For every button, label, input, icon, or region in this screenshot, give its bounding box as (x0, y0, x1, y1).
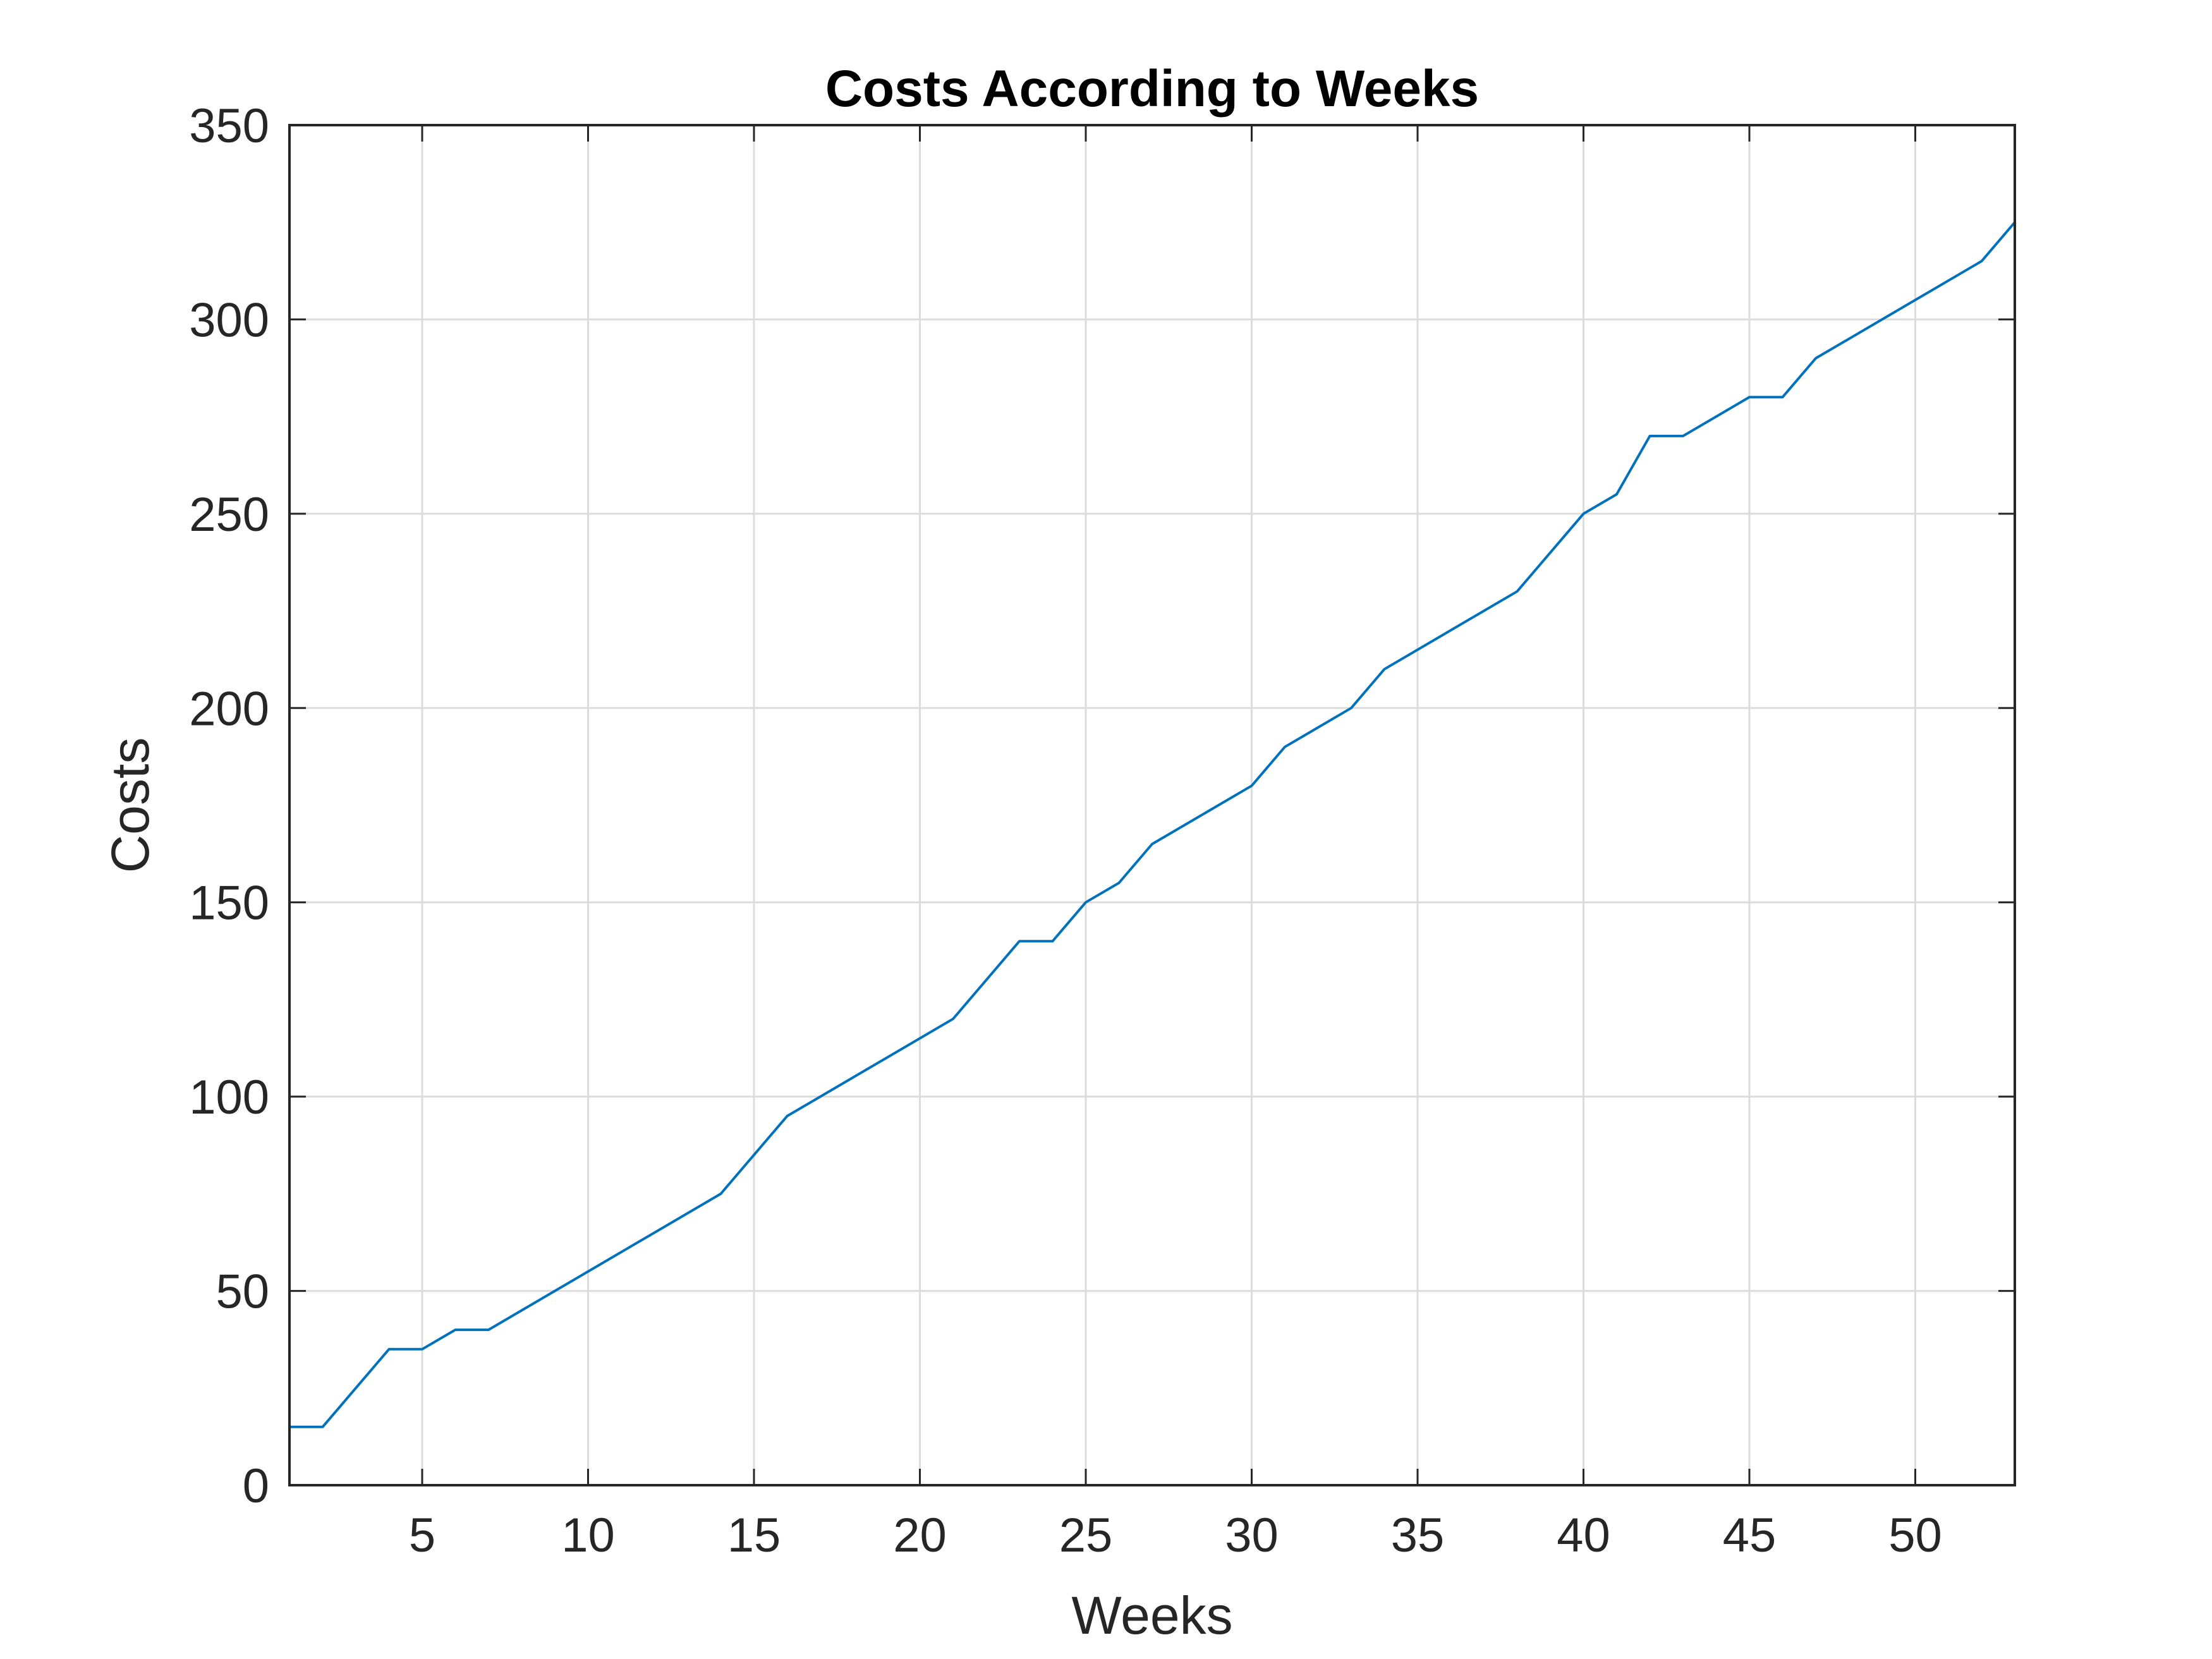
y-tick-label: 350 (189, 99, 269, 153)
y-tick-label: 100 (189, 1071, 269, 1124)
x-tick-label: 35 (1391, 1509, 1445, 1562)
x-tick-label: 10 (561, 1509, 615, 1562)
x-tick-label: 40 (1557, 1509, 1610, 1562)
chart-title: Costs According to Weeks (825, 60, 1479, 118)
series-layer (288, 221, 2016, 1428)
x-axis-label: Weeks (1071, 1586, 1232, 1645)
grid-lines (289, 125, 2015, 1485)
x-tick-label: 25 (1059, 1509, 1113, 1562)
x-tick-label: 15 (727, 1509, 781, 1562)
plot-frame (288, 124, 2016, 1486)
series-line-1 (288, 221, 2016, 1428)
axes-frame (288, 124, 2016, 1486)
x-tick-label: 50 (1888, 1509, 1942, 1562)
y-tick-label: 250 (189, 488, 269, 542)
y-tick-label: 50 (216, 1265, 269, 1319)
y-tick-label: 0 (243, 1459, 269, 1513)
axis-ticks: 5 10 15 20 25 30 35 40 45 50 0 50 100 150 200 250 300 350 (189, 99, 2015, 1562)
x-tick-label: 30 (1225, 1509, 1279, 1562)
x-tick-label: 5 (409, 1509, 435, 1562)
x-tick-label: 20 (893, 1509, 947, 1562)
y-tick-label: 300 (189, 293, 269, 347)
x-tick-label: 45 (1723, 1509, 1777, 1562)
y-tick-label: 200 (189, 682, 269, 736)
y-axis-label: Costs (100, 738, 160, 873)
y-tick-label: 150 (189, 877, 269, 930)
